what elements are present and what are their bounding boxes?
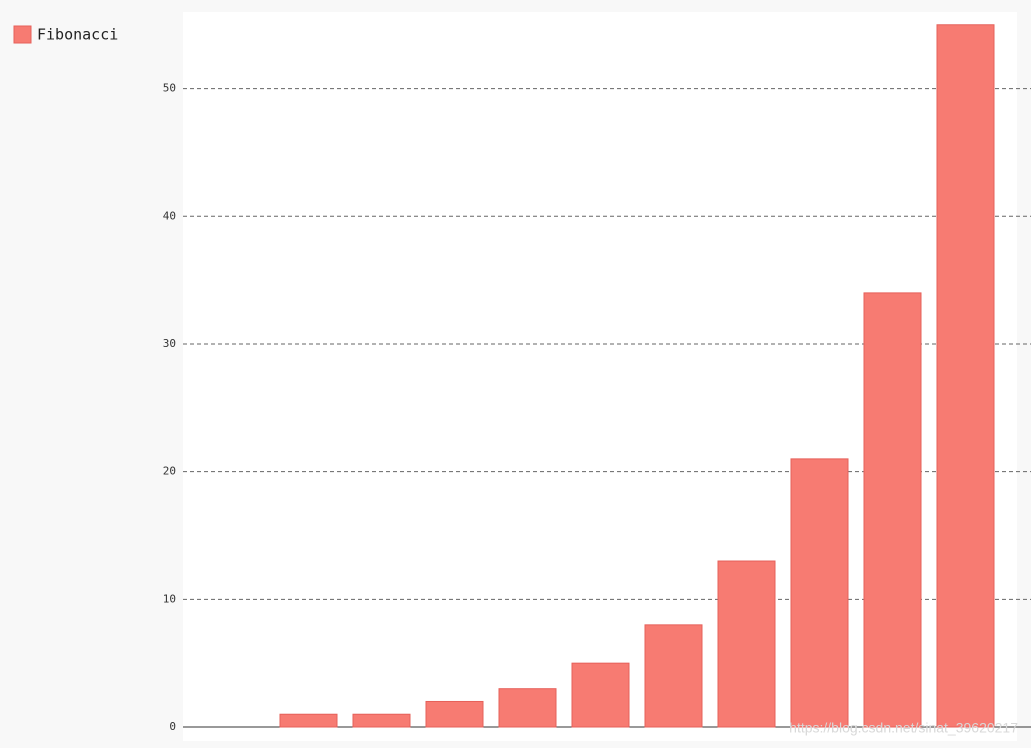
y-tick-label: 40 [163, 209, 176, 222]
bar [863, 292, 922, 728]
bar [936, 24, 995, 728]
watermark: https://blog.csdn.net/sinat_39620217 [789, 720, 1018, 736]
y-tick-label: 0 [169, 720, 176, 733]
bar [790, 458, 849, 728]
bar [425, 700, 484, 728]
bar [352, 713, 411, 728]
legend-label: Fibonacci [37, 26, 118, 44]
bar [717, 560, 776, 728]
y-tick-label: 20 [163, 465, 176, 478]
y-tick-label: 30 [163, 337, 176, 350]
bar [279, 713, 338, 728]
y-tick-label: 10 [163, 592, 176, 605]
bar [571, 662, 630, 728]
bar [498, 688, 557, 728]
legend-swatch [13, 25, 32, 44]
bar [644, 624, 703, 728]
y-tick-label: 50 [163, 82, 176, 95]
